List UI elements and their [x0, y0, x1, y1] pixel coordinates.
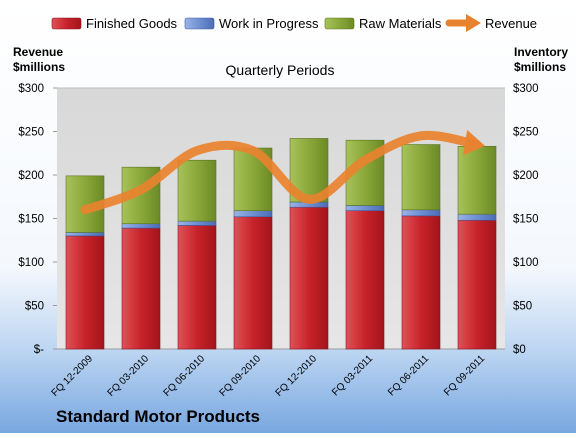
bar-work-in-progress [177, 220, 217, 226]
revenue-line-group [80, 129, 485, 215]
bar-finished-goods [289, 206, 329, 350]
legend-item-revenue: Revenue [445, 14, 537, 32]
bar-raw-materials [177, 159, 217, 222]
bar-finished-goods [401, 215, 441, 350]
bar-work-in-progress [65, 232, 105, 237]
legend-swatch-raw-materials [324, 17, 355, 30]
revenue-arrowhead [463, 129, 485, 156]
bar-work-in-progress [401, 209, 441, 217]
bar-work-in-progress [233, 210, 273, 218]
y-tick-right: $200 [513, 170, 539, 182]
company-name: Standard Motor Products [56, 407, 260, 426]
y-tick-left: $200 [18, 170, 44, 182]
legend-item-finished-goods: Finished Goods [51, 16, 178, 31]
y-tick-right: $150 [513, 214, 539, 226]
revenue-line [80, 130, 482, 215]
bar-raw-materials [457, 145, 497, 215]
legend-swatch-work-in-progress [184, 17, 215, 30]
left-axis-title-line1: Revenue [13, 45, 63, 59]
bar-finished-goods [177, 225, 217, 350]
y-tick-right: $0 [513, 344, 526, 356]
y-tick-left: $50 [25, 301, 44, 313]
chart-title: Quarterly Periods [226, 62, 335, 78]
legend-label-revenue: Revenue [485, 16, 537, 31]
legend-item-raw-materials: Raw Materials [324, 16, 442, 31]
y-tick-right: $250 [513, 127, 539, 139]
y-tick-left: $150 [18, 214, 44, 226]
bar-finished-goods [65, 235, 105, 350]
legend-label-finished-goods: Finished Goods [86, 16, 178, 31]
bar-work-in-progress [345, 205, 385, 211]
y-tick-left: $100 [18, 257, 44, 269]
legend-label-work-in-progress: Work in Progress [219, 16, 319, 31]
y-tick-right: $50 [513, 301, 532, 313]
bar-raw-materials [401, 144, 441, 211]
bar-finished-goods [457, 219, 497, 350]
bar-finished-goods [345, 210, 385, 350]
y-tick-left: $250 [18, 127, 44, 139]
legend-item-work-in-progress: Work in Progress [184, 16, 319, 31]
bar-work-in-progress [457, 213, 497, 221]
bar-work-in-progress [121, 223, 161, 229]
y-tick-left: $300 [18, 83, 44, 95]
bar-finished-goods [121, 227, 161, 350]
legend-label-raw-materials: Raw Materials [359, 16, 442, 31]
legend-arrowhead-revenue [466, 14, 481, 32]
legend: Finished Goods Work in Progress Raw Mate… [51, 14, 537, 32]
y-tick-right: $300 [513, 83, 539, 95]
left-axis-title-line2: $millions [13, 60, 65, 74]
right-axis-title-line2: $millions [514, 60, 566, 74]
y-tick-left: $- [34, 344, 44, 356]
y-axis-ticks: $- $0 $50 $50 $100 $100 $150 $150 $200 $200 $250 $2… [18, 83, 538, 356]
bar-finished-goods [233, 216, 273, 350]
right-axis-title-line1: Inventory [514, 45, 568, 59]
legend-swatch-finished-goods [51, 17, 82, 30]
bars-group [65, 138, 497, 350]
y-tick-right: $100 [513, 257, 539, 269]
